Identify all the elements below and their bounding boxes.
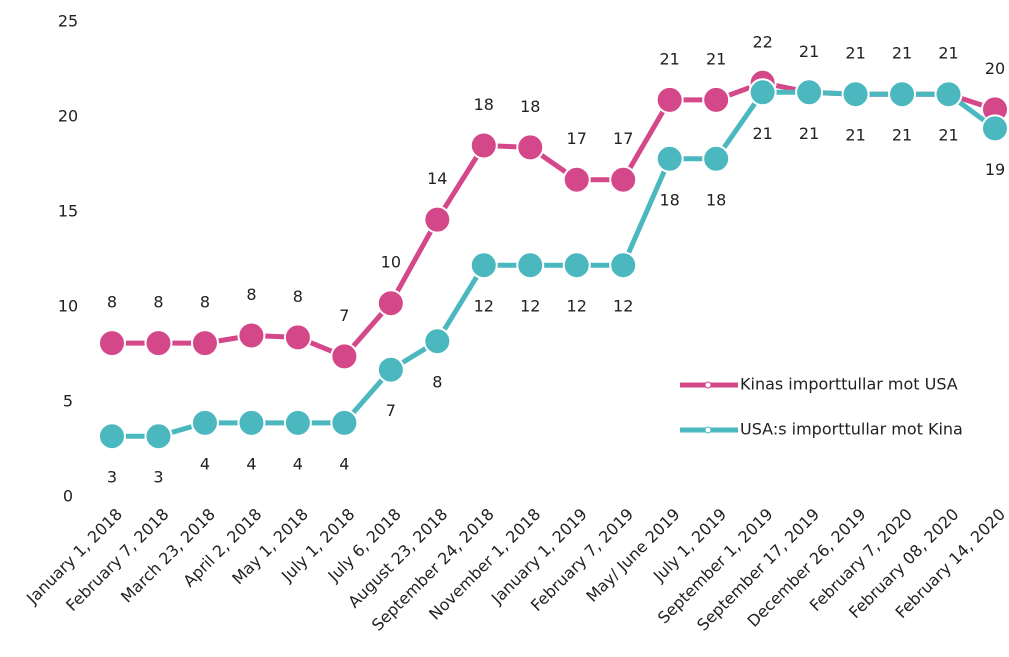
data-point bbox=[562, 165, 591, 194]
data-point bbox=[609, 251, 638, 280]
data-label: 22 bbox=[752, 32, 772, 51]
data-point bbox=[423, 327, 452, 356]
data-label: 17 bbox=[567, 129, 587, 148]
data-point bbox=[795, 78, 824, 107]
data-label: 21 bbox=[892, 126, 912, 145]
data-label: 4 bbox=[339, 454, 349, 473]
data-point bbox=[144, 329, 173, 358]
y-tick-label: 20 bbox=[58, 107, 78, 126]
data-label: 8 bbox=[293, 287, 303, 306]
data-label: 8 bbox=[246, 285, 256, 304]
series-line bbox=[112, 80, 996, 359]
y-tick-label: 10 bbox=[58, 297, 78, 316]
data-label: 8 bbox=[153, 293, 163, 312]
data-point bbox=[609, 165, 638, 194]
data-label: 12 bbox=[474, 297, 494, 316]
data-label: 14 bbox=[427, 169, 447, 188]
data-label: 18 bbox=[520, 97, 540, 116]
legend-dot bbox=[704, 381, 712, 389]
data-label: 12 bbox=[520, 297, 540, 316]
data-label: 21 bbox=[938, 44, 958, 63]
data-label: 8 bbox=[107, 293, 117, 312]
data-label: 21 bbox=[706, 49, 726, 68]
data-label: 4 bbox=[200, 454, 210, 473]
y-tick-label: 15 bbox=[58, 202, 78, 221]
data-label: 21 bbox=[938, 126, 958, 145]
data-label: 12 bbox=[567, 297, 587, 316]
data-point bbox=[888, 80, 917, 109]
data-point bbox=[841, 80, 870, 109]
data-point bbox=[469, 131, 498, 160]
data-point bbox=[283, 408, 312, 437]
data-point bbox=[237, 408, 266, 437]
data-label: 21 bbox=[845, 126, 865, 145]
data-point bbox=[376, 355, 405, 384]
y-tick-label: 5 bbox=[63, 392, 73, 411]
data-point bbox=[330, 342, 359, 371]
data-point bbox=[283, 323, 312, 352]
data-label: 8 bbox=[432, 373, 442, 392]
data-label: 7 bbox=[386, 401, 396, 420]
data-label: 12 bbox=[613, 297, 633, 316]
data-label: 21 bbox=[845, 44, 865, 63]
data-label: 8 bbox=[200, 293, 210, 312]
data-point bbox=[98, 422, 126, 451]
data-point bbox=[423, 205, 452, 234]
legend-label: Kinas importtullar mot USA bbox=[740, 375, 958, 394]
data-point bbox=[516, 251, 545, 280]
data-label: 21 bbox=[799, 124, 819, 143]
data-label: 3 bbox=[153, 468, 163, 487]
data-point bbox=[748, 78, 777, 107]
data-point bbox=[562, 251, 591, 280]
data-label: 10 bbox=[381, 253, 401, 272]
data-label: 7 bbox=[339, 306, 349, 325]
data-point bbox=[190, 329, 219, 358]
data-label: 3 bbox=[107, 468, 117, 487]
data-label: 21 bbox=[752, 124, 772, 143]
y-tick-label: 0 bbox=[63, 487, 73, 506]
data-point bbox=[702, 85, 731, 114]
data-point bbox=[702, 144, 731, 173]
data-label: 4 bbox=[293, 454, 303, 473]
data-point bbox=[934, 80, 963, 109]
data-point bbox=[376, 289, 405, 318]
data-point bbox=[330, 408, 359, 437]
data-point bbox=[98, 329, 126, 358]
data-point bbox=[469, 251, 498, 280]
legend-dot bbox=[704, 426, 712, 434]
data-point bbox=[655, 85, 684, 114]
data-point bbox=[237, 321, 266, 350]
legend-label: USA:s importtullar mot Kina bbox=[740, 420, 963, 439]
data-label: 18 bbox=[706, 190, 726, 209]
data-label: 21 bbox=[892, 44, 912, 63]
data-label: 19 bbox=[985, 160, 1005, 179]
data-label: 20 bbox=[985, 59, 1005, 78]
data-point bbox=[190, 408, 219, 437]
data-point bbox=[655, 144, 684, 173]
y-tick-label: 25 bbox=[58, 12, 78, 31]
data-label: 21 bbox=[799, 42, 819, 61]
data-label: 18 bbox=[474, 95, 494, 114]
data-label: 18 bbox=[660, 190, 680, 209]
data-point bbox=[516, 133, 545, 162]
data-label: 21 bbox=[660, 49, 680, 68]
data-point bbox=[144, 422, 173, 451]
data-point bbox=[981, 114, 1009, 143]
data-label: 17 bbox=[613, 129, 633, 148]
data-label: 4 bbox=[246, 454, 256, 473]
